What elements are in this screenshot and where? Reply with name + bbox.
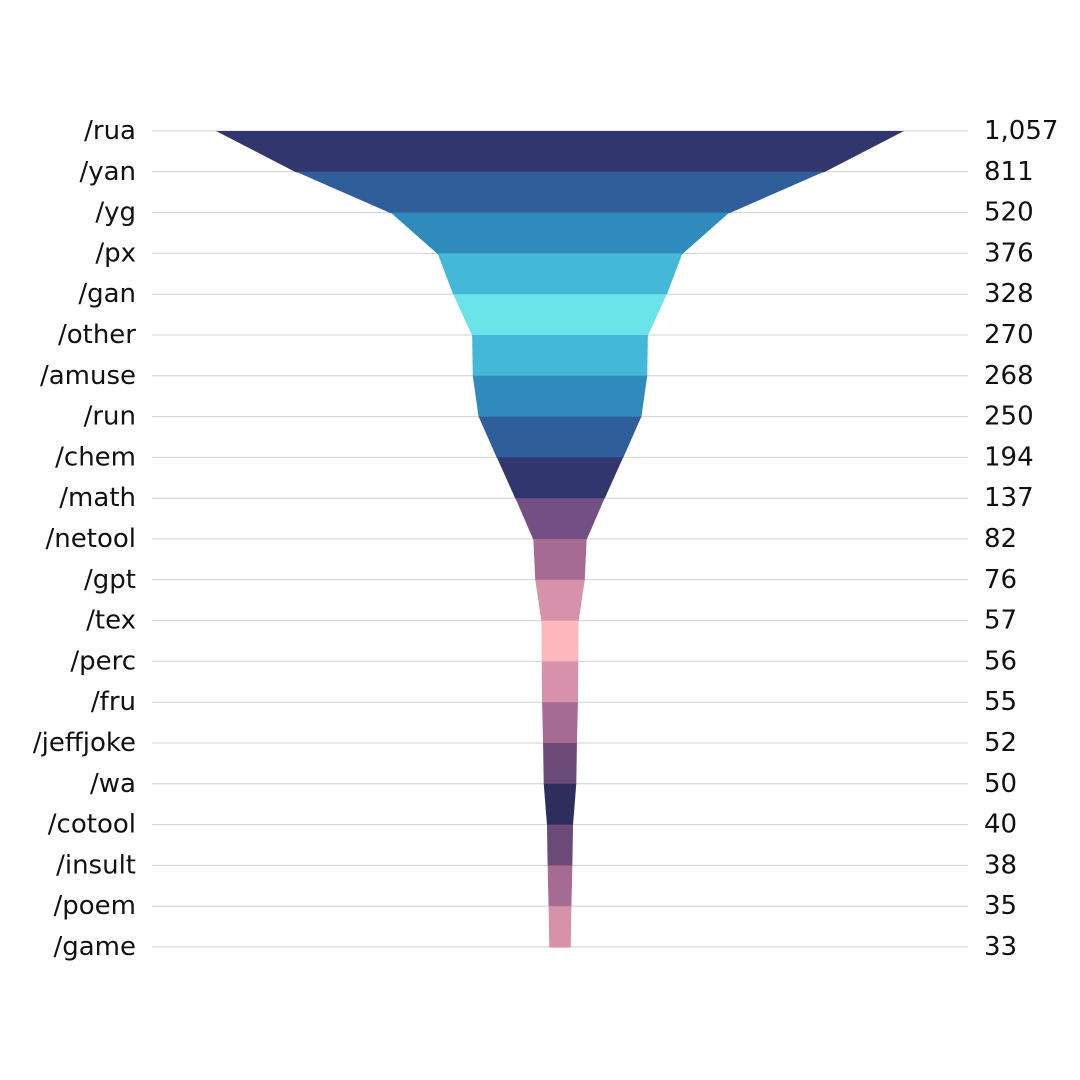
funnel-band-perc <box>541 661 579 703</box>
value-label: 1,057 <box>984 116 1058 146</box>
funnel-band-cotool <box>546 824 574 866</box>
funnel-band-netool <box>533 539 587 581</box>
value-label: 137 <box>984 483 1034 513</box>
category-label: /rua <box>84 116 136 146</box>
category-labels: /rua/yan/yg/px/gan/other/amuse/run/chem /… <box>33 116 136 962</box>
value-label: 811 <box>984 157 1034 187</box>
category-label: /wa <box>90 769 136 799</box>
category-label: /insult <box>56 850 136 880</box>
category-label: /fru <box>91 687 136 717</box>
value-label: 52 <box>984 728 1017 758</box>
funnel-band-tex <box>541 620 579 662</box>
value-label: 40 <box>984 810 1017 840</box>
funnel-band-rua <box>216 131 904 173</box>
funnel-band-yg <box>390 212 730 254</box>
value-labels: 1,057 811 520 376 328 270 268 250 194 137 82 76 57 56… <box>984 116 1058 962</box>
category-label: /amuse <box>40 361 136 391</box>
value-label: 50 <box>984 769 1017 799</box>
category-label: /run <box>84 402 136 432</box>
category-label: /perc <box>70 646 136 676</box>
value-label: 250 <box>984 402 1034 432</box>
category-label: /gpt <box>84 565 136 595</box>
value-label: 328 <box>984 279 1034 309</box>
funnel-band-fru <box>542 702 578 744</box>
category-label: /jeffjoke <box>33 728 136 758</box>
funnel-band-wa <box>543 783 577 826</box>
value-label: 35 <box>984 891 1017 921</box>
category-label: /chem <box>55 442 136 472</box>
funnel-band-chem <box>496 457 624 499</box>
funnel-bands <box>216 131 904 948</box>
value-label: 520 <box>984 198 1034 228</box>
funnel-band-other <box>472 335 648 377</box>
value-label: 376 <box>984 238 1034 268</box>
category-label: /yan <box>79 157 136 187</box>
category-label: /tex <box>86 606 136 636</box>
value-label: 57 <box>984 606 1017 636</box>
funnel-band-gpt <box>535 579 585 622</box>
funnel-band-yan <box>296 171 824 214</box>
category-label: /other <box>58 320 136 350</box>
value-label: 194 <box>984 442 1034 472</box>
funnel-band-px <box>437 253 683 295</box>
funnel-band-math <box>515 498 605 540</box>
funnel-band-insult <box>547 865 573 907</box>
value-label: 56 <box>984 646 1017 676</box>
funnel-band-gan <box>453 294 667 336</box>
category-label: /px <box>95 238 136 268</box>
value-label: 55 <box>984 687 1017 717</box>
category-label: /math <box>59 483 136 513</box>
category-label: /cotool <box>48 810 136 840</box>
category-label: /yg <box>95 198 136 228</box>
funnel-band-amuse <box>472 375 648 418</box>
funnel-band-jeffjoke <box>543 743 577 785</box>
value-label: 82 <box>984 524 1017 554</box>
category-label: /netool <box>46 524 136 554</box>
category-label: /poem <box>54 891 137 921</box>
value-label: 33 <box>984 932 1017 962</box>
funnel-band-poem <box>548 906 572 948</box>
funnel-band-run <box>478 416 642 458</box>
category-label: /game <box>53 932 136 962</box>
value-label: 38 <box>984 850 1017 880</box>
value-label: 270 <box>984 320 1034 350</box>
value-label: 268 <box>984 361 1034 391</box>
value-label: 76 <box>984 565 1017 595</box>
category-label: /gan <box>78 279 136 309</box>
